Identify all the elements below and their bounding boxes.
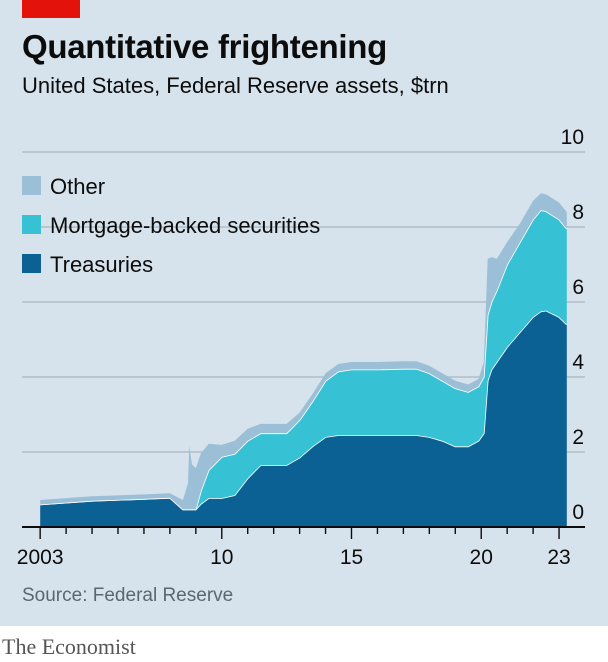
y-tick-label-4: 4: [572, 351, 584, 374]
area-treasuries: [40, 310, 567, 527]
x-tick-label-20: 20: [470, 546, 493, 569]
legend-label-treasuries: Treasuries: [50, 252, 153, 277]
axes: 0 2 4 6 8 10 2003 10 15 20 23: [17, 126, 585, 569]
x-tick-label-15: 15: [340, 546, 363, 569]
x-tick-label-23: 23: [547, 546, 570, 569]
y-tick-label-6: 6: [572, 276, 584, 299]
stacked-areas: [40, 193, 568, 527]
y-tick-label-10: 10: [561, 126, 584, 149]
brand-wordmark: The Economist: [2, 634, 136, 659]
legend: Other Mortgage-backed securities Treasurie…: [22, 174, 320, 277]
x-tick-label-10: 10: [210, 546, 233, 569]
x-tick-label-2003: 2003: [17, 546, 64, 569]
legend-label-other: Other: [50, 174, 105, 199]
source-note: Source: Federal Reserve: [22, 585, 234, 606]
legend-swatch-other: [22, 176, 41, 195]
chart-title: Quantitative frightening: [22, 28, 387, 65]
legend-label-mortgage-backed-securities: Mortgage-backed securities: [50, 213, 320, 238]
y-tick-label-8: 8: [572, 201, 584, 224]
brand-accent-bar: [22, 0, 80, 18]
y-tick-label-2: 2: [572, 426, 584, 449]
y-tick-label-0: 0: [572, 501, 584, 524]
legend-swatch-mortgage-backed-securities: [22, 215, 41, 234]
area-mortgage-backed-securities: [40, 210, 567, 510]
legend-swatch-treasuries: [22, 254, 41, 273]
chart-plot: 0 2 4 6 8 10 2003 10 15 20 23 Other Mortgage-backed…: [17, 126, 585, 569]
chart-subtitle: United States, Federal Reserve assets, $…: [22, 73, 449, 98]
